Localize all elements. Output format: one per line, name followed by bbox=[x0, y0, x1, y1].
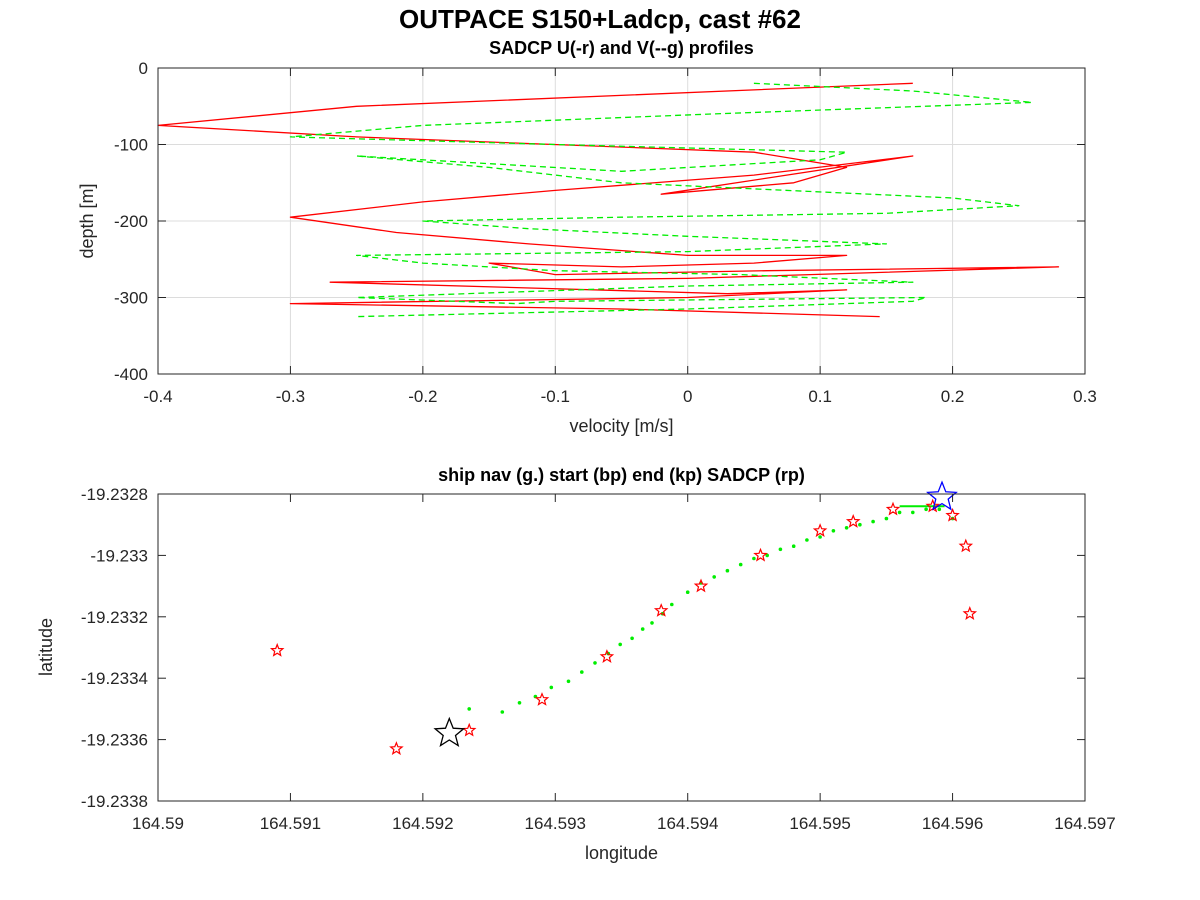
nav-ticks: 164.59 164.591 164.592 164.593 164.594 164.59… bbox=[81, 485, 1116, 833]
nav-x-tick-label: 164.596 bbox=[922, 814, 983, 833]
nav-y-tick-label: -19.2338 bbox=[81, 792, 148, 811]
ship-nav-point bbox=[725, 568, 730, 573]
ship-nav-panel: ship nav (g.) start (bp) end (kp) SADCP … bbox=[36, 465, 1116, 863]
nav-x-tick-label: 164.593 bbox=[525, 814, 586, 833]
nav-x-tick-label: 164.594 bbox=[657, 814, 718, 833]
profile-y-tick-label: -100 bbox=[114, 136, 148, 155]
nav-y-tick-label: -19.2332 bbox=[81, 608, 148, 627]
start-position-star bbox=[926, 480, 958, 511]
profile-y-tick-label: 0 bbox=[139, 59, 148, 78]
nav-x-tick-label: 164.59 bbox=[132, 814, 184, 833]
sadcp-point bbox=[389, 741, 404, 756]
end-position-star bbox=[433, 716, 466, 748]
sadcp-point bbox=[653, 603, 669, 617]
ship-nav-point bbox=[640, 627, 645, 631]
profile-x-tick-label: 0 bbox=[683, 387, 692, 406]
nav-y-tick-label: -19.2328 bbox=[81, 485, 148, 504]
sadcp-point bbox=[693, 578, 709, 593]
v-velocity-line bbox=[289, 82, 1033, 318]
ship-nav-point bbox=[937, 507, 942, 512]
profile-x-tick-label: 0.2 bbox=[941, 387, 965, 406]
profile-y-tick-label: -200 bbox=[114, 212, 148, 231]
ship-nav-point bbox=[858, 522, 862, 527]
sadcp-point bbox=[269, 642, 285, 657]
ship-nav-point bbox=[791, 544, 796, 548]
nav-x-tick-label: 164.591 bbox=[260, 814, 321, 833]
figure-title: OUTPACE S150+Ladcp, cast #62 bbox=[399, 4, 801, 34]
nav-plot-background bbox=[158, 494, 1085, 801]
nav-y-tick-label: -19.2334 bbox=[81, 669, 148, 688]
profile-chart-title: SADCP U(-r) and V(--g) profiles bbox=[489, 38, 754, 58]
profile-x-tick-label: -0.1 bbox=[541, 387, 570, 406]
profile-x-axis-label: velocity [m/s] bbox=[569, 416, 673, 436]
profile-ticks: -0.4 -0.3 -0.2 -0.1 0 0.1 0.2 0.3 -400 -300 -200 -1… bbox=[114, 59, 1097, 406]
sadcp-point bbox=[753, 547, 768, 562]
ship-nav-point bbox=[765, 553, 769, 558]
ship-nav-point bbox=[844, 526, 849, 530]
ship-nav-point bbox=[630, 636, 634, 641]
ship-nav-point bbox=[911, 510, 915, 515]
profile-x-tick-label: -0.2 bbox=[408, 387, 437, 406]
sadcp-point bbox=[845, 513, 861, 528]
ship-nav-point bbox=[467, 707, 472, 711]
sadcp-point bbox=[958, 538, 974, 553]
ship-nav-point bbox=[670, 602, 674, 607]
ship-nav-point bbox=[712, 575, 716, 579]
sadcp-point bbox=[534, 692, 550, 706]
ship-nav-point bbox=[549, 685, 554, 690]
nav-x-axis-label: longitude bbox=[585, 843, 658, 863]
ship-nav-point bbox=[818, 535, 822, 539]
ship-nav-point bbox=[871, 519, 875, 524]
nav-x-tick-label: 164.595 bbox=[789, 814, 850, 833]
profile-y-tick-label: -300 bbox=[114, 289, 148, 308]
u-velocity-line bbox=[157, 82, 1060, 318]
nav-series bbox=[269, 480, 978, 756]
ship-nav-point bbox=[580, 670, 584, 674]
sadcp-point bbox=[812, 523, 828, 538]
ship-nav-point bbox=[593, 661, 597, 665]
profile-series bbox=[157, 82, 1060, 318]
ship-nav-point bbox=[685, 590, 690, 594]
nav-y-axis-label: latitude bbox=[36, 618, 56, 676]
nav-y-tick-label: -19.233 bbox=[90, 546, 148, 565]
profile-x-tick-label: -0.4 bbox=[143, 387, 172, 406]
ship-nav-point bbox=[831, 529, 836, 533]
nav-y-tick-label: -19.2336 bbox=[81, 731, 148, 750]
ship-nav-point bbox=[738, 562, 743, 567]
nav-plot-frame bbox=[157, 493, 1086, 802]
ship-nav-point bbox=[650, 621, 654, 625]
ship-nav-point bbox=[778, 547, 783, 552]
ship-nav-point bbox=[805, 538, 809, 542]
profile-y-axis-label: depth [m] bbox=[77, 183, 97, 258]
ship-nav-point bbox=[618, 642, 622, 647]
nav-x-tick-label: 164.597 bbox=[1054, 814, 1115, 833]
profile-x-tick-label: 0.1 bbox=[808, 387, 832, 406]
ship-nav-point bbox=[752, 556, 756, 561]
profile-x-tick-label: -0.3 bbox=[276, 387, 305, 406]
ship-nav-point bbox=[566, 679, 571, 684]
ship-nav-point bbox=[500, 710, 505, 714]
velocity-profile-panel: SADCP U(-r) and V(--g) profiles -0.4 -0.3… bbox=[77, 38, 1097, 436]
sadcp-point bbox=[885, 501, 901, 516]
sadcp-point bbox=[945, 507, 960, 522]
ship-nav-point bbox=[517, 701, 522, 705]
profile-x-tick-label: 0.3 bbox=[1073, 387, 1097, 406]
nav-x-tick-label: 164.592 bbox=[392, 814, 453, 833]
sadcp-point bbox=[962, 606, 978, 620]
ship-nav-point bbox=[897, 510, 902, 515]
ship-nav-point bbox=[924, 507, 928, 512]
nav-chart-title: ship nav (g.) start (bp) end (kp) SADCP … bbox=[438, 465, 805, 485]
ship-nav-point bbox=[884, 516, 889, 521]
sadcp-point bbox=[599, 649, 615, 663]
profile-y-tick-label: -400 bbox=[114, 365, 148, 384]
